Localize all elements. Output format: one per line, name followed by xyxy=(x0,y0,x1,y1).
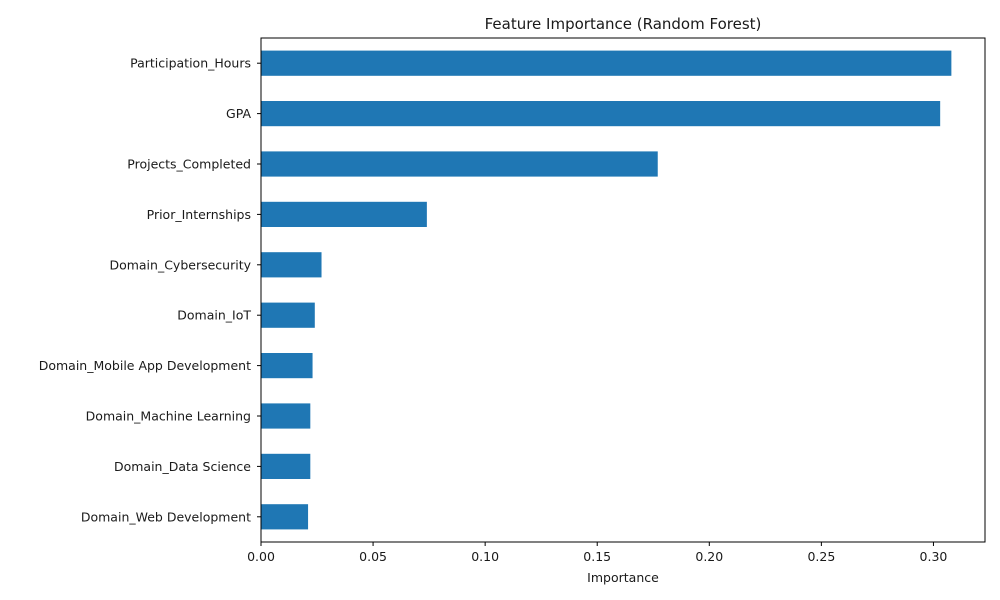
x-tick-label-2: 0.10 xyxy=(471,549,499,564)
y-tick-label-0: Participation_Hours xyxy=(130,56,251,71)
y-tick-label-3: Prior_Internships xyxy=(147,207,251,222)
bar-2 xyxy=(261,151,658,177)
bar-3 xyxy=(261,201,427,227)
y-tick-label-8: Domain_Data Science xyxy=(114,459,251,474)
x-tick-label-4: 0.20 xyxy=(695,549,723,564)
chart-title: Feature Importance (Random Forest) xyxy=(485,15,762,33)
y-tick-label-9: Domain_Web Development xyxy=(81,509,251,524)
x-tick-label-1: 0.05 xyxy=(359,549,387,564)
y-tick-label-7: Domain_Machine Learning xyxy=(86,409,251,424)
bar-9 xyxy=(261,504,309,530)
bar-0 xyxy=(261,50,952,76)
bar-4 xyxy=(261,252,322,278)
bar-7 xyxy=(261,403,311,429)
x-tick-label-6: 0.30 xyxy=(920,549,948,564)
y-tick-label-5: Domain_IoT xyxy=(177,308,251,323)
bar-6 xyxy=(261,353,313,379)
y-tick-label-1: GPA xyxy=(226,106,251,121)
x-ticks: 0.00 0.05 0.10 0.15 0.20 0.25 0.30 xyxy=(247,542,947,564)
bars-group xyxy=(261,50,952,530)
y-tick-labels: Participation_Hours GPA Projects_Completed… xyxy=(39,56,261,524)
x-axis-label: Importance xyxy=(587,570,659,585)
x-tick-label-3: 0.15 xyxy=(583,549,611,564)
bar-1 xyxy=(261,101,941,127)
bar-5 xyxy=(261,302,315,328)
x-tick-label-0: 0.00 xyxy=(247,549,275,564)
x-tick-label-5: 0.25 xyxy=(807,549,835,564)
y-tick-label-2: Projects_Completed xyxy=(127,157,251,172)
plot-frame xyxy=(260,37,986,543)
bar-8 xyxy=(261,453,311,479)
y-tick-label-6: Domain_Mobile App Development xyxy=(39,358,251,373)
y-tick-label-4: Domain_Cybersecurity xyxy=(109,257,251,272)
